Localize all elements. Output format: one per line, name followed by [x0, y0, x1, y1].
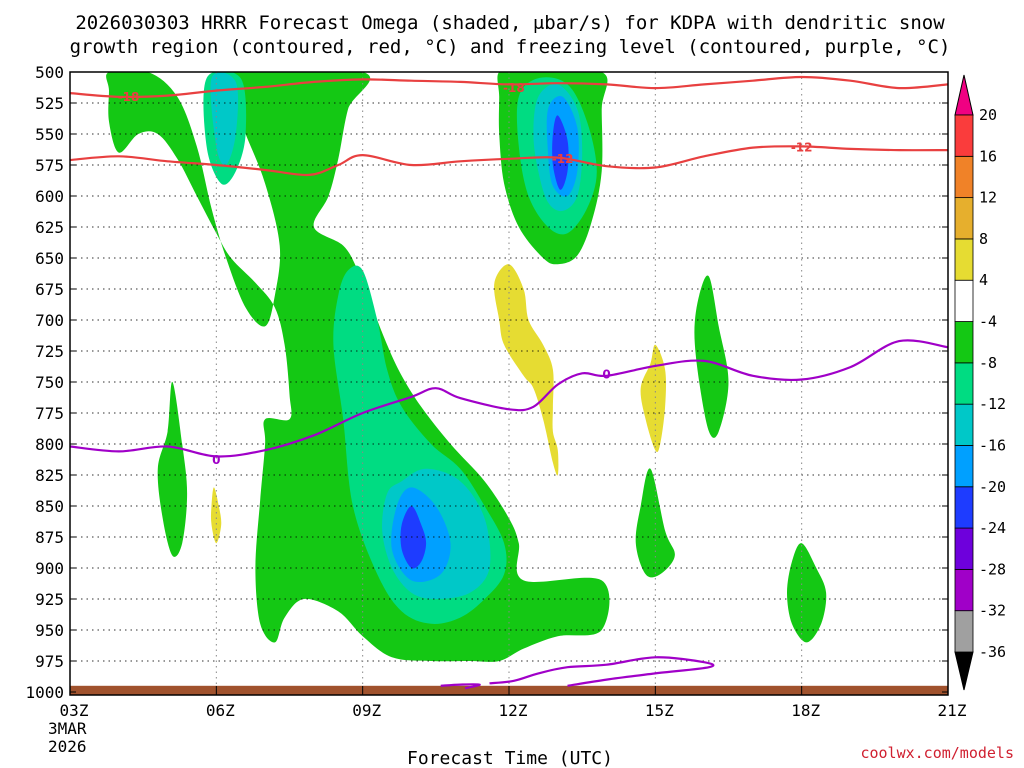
y-tick-label-925: 925: [35, 590, 64, 609]
colorbar-swatch-11: [954, 197, 974, 240]
omega-region--8-4: [635, 468, 675, 578]
chart-title-line-2: growth region (contoured, red, °C) and f…: [70, 36, 951, 58]
colorbar-swatch-1: [954, 610, 974, 653]
credit-link[interactable]: coolwx.com/models: [860, 744, 1014, 762]
colorbar-label-7: -8: [979, 354, 997, 372]
y-tick-label-550: 550: [35, 125, 64, 144]
colorbar-label-12: 16: [979, 147, 997, 165]
colorbar-swatch-4: [954, 486, 974, 529]
y-tick-label-525: 525: [35, 94, 64, 113]
y-tick-label-1000: 1000: [25, 683, 64, 702]
colorbar-swatch-6: [954, 403, 974, 446]
colorbar-label-11: 12: [979, 189, 997, 207]
contour-label-4: 0: [212, 453, 220, 467]
omega-region-4-16: [494, 264, 559, 476]
y-tick-label-600: 600: [35, 187, 64, 206]
contour-label-5: 0: [602, 368, 610, 382]
y-tick-label-825: 825: [35, 466, 64, 485]
colorbar-swatch-12: [954, 155, 974, 199]
y-tick-label-850: 850: [35, 497, 64, 516]
colorbar: -36 -32 -28 -24 -20 -16 -12 -8 -4 4 8 12 16 20: [954, 74, 1006, 691]
y-tick-label-650: 650: [35, 249, 64, 268]
x-tick-label-12Z: 12Z: [499, 701, 528, 720]
colorbar-swatch-3: [954, 527, 974, 570]
x-tick-label-09Z: 09Z: [352, 701, 381, 720]
colorbar-swatch-13: [954, 114, 974, 157]
colorbar-label-10: 8: [979, 230, 988, 248]
y-tick-label-800: 800: [35, 435, 64, 454]
x-tick-label-15Z: 15Z: [645, 701, 674, 720]
colorbar-bottom-arrow: [954, 651, 974, 691]
y-tick-label-500: 500: [35, 63, 64, 82]
colorbar-label-3: -24: [979, 519, 1006, 537]
colorbar-swatch-8: [954, 321, 974, 364]
colorbar-label-2: -28: [979, 560, 1006, 578]
y-tick-label-950: 950: [35, 621, 64, 640]
colorbar-label-5: -16: [979, 436, 1006, 454]
colorbar-top-arrow: [954, 74, 974, 116]
contour-label-1: -18: [503, 81, 525, 95]
contour-0: [70, 75, 948, 99]
contour-labels: -18 -18 -12 -12 0 0: [118, 81, 813, 467]
colorbar-label-6: -12: [979, 395, 1006, 413]
contour-label-0: -18: [118, 90, 140, 104]
x-tick-label-06Z: 06Z: [206, 701, 235, 720]
x-axis-ticks: 03Z 06Z 09Z 12Z 15Z 18Z 21Z: [60, 686, 967, 720]
y-tick-label-975: 975: [35, 652, 64, 671]
y-tick-label-775: 775: [35, 404, 64, 423]
omega-region--24-15: [552, 115, 569, 190]
colorbar-swatch-7: [954, 362, 974, 405]
grid-lines: [70, 72, 948, 692]
y-tick-label-900: 900: [35, 559, 64, 578]
omega-region--8-3: [694, 275, 729, 438]
contour-label-3: -12: [791, 141, 813, 155]
contour-label-2: -12: [552, 152, 574, 166]
colorbar-swatch-2: [954, 568, 974, 612]
omega-shading: [106, 72, 827, 662]
omega-region--24-14: [400, 506, 427, 569]
y-axis-ticks: 500 525 550 575 600 625 650 675 700 725 750 775 800 8…: [25, 63, 948, 702]
omega-region--16-11: [210, 72, 239, 166]
y-tick-label-575: 575: [35, 156, 64, 175]
contour-4: [70, 339, 948, 458]
x-tick-label-21Z: 21Z: [938, 701, 967, 720]
y-tick-label-700: 700: [35, 311, 64, 330]
chart-title-line-1: 2026030303 HRRR Forecast Omega (shaded, …: [75, 12, 945, 34]
colorbar-label-1: -32: [979, 602, 1006, 620]
omega-region-4-17: [640, 344, 667, 453]
colorbar-swatch-5: [954, 445, 974, 488]
contour-7: [489, 656, 715, 687]
contour-2: [70, 145, 948, 177]
colorbar-swatch-10: [954, 238, 974, 281]
y-tick-label-725: 725: [35, 342, 64, 361]
colorbar-label-13: 20: [979, 106, 997, 124]
omega-region--8-2: [157, 381, 188, 557]
x-date-line-2: 2026: [48, 737, 87, 756]
omega-region-4-18: [210, 487, 222, 544]
y-tick-label-875: 875: [35, 528, 64, 547]
x-tick-label-18Z: 18Z: [791, 701, 820, 720]
x-axis-label: Forecast Time (UTC): [407, 748, 613, 768]
x-tick-label-03Z: 03Z: [60, 701, 89, 720]
colorbar-label-9: 4: [979, 271, 988, 289]
x-date-line-1: 3MAR: [48, 719, 87, 738]
y-tick-label-625: 625: [35, 218, 64, 237]
y-tick-label-675: 675: [35, 280, 64, 299]
colorbar-label-0: -36: [979, 643, 1006, 661]
contour-lines: [70, 75, 948, 690]
y-tick-label-750: 750: [35, 373, 64, 392]
colorbar-label-8: -4: [979, 313, 997, 331]
contour-6: [440, 683, 481, 690]
colorbar-label-4: -20: [979, 478, 1006, 496]
colorbar-swatch-9: [954, 279, 974, 322]
omega-region--8-5: [787, 543, 827, 643]
